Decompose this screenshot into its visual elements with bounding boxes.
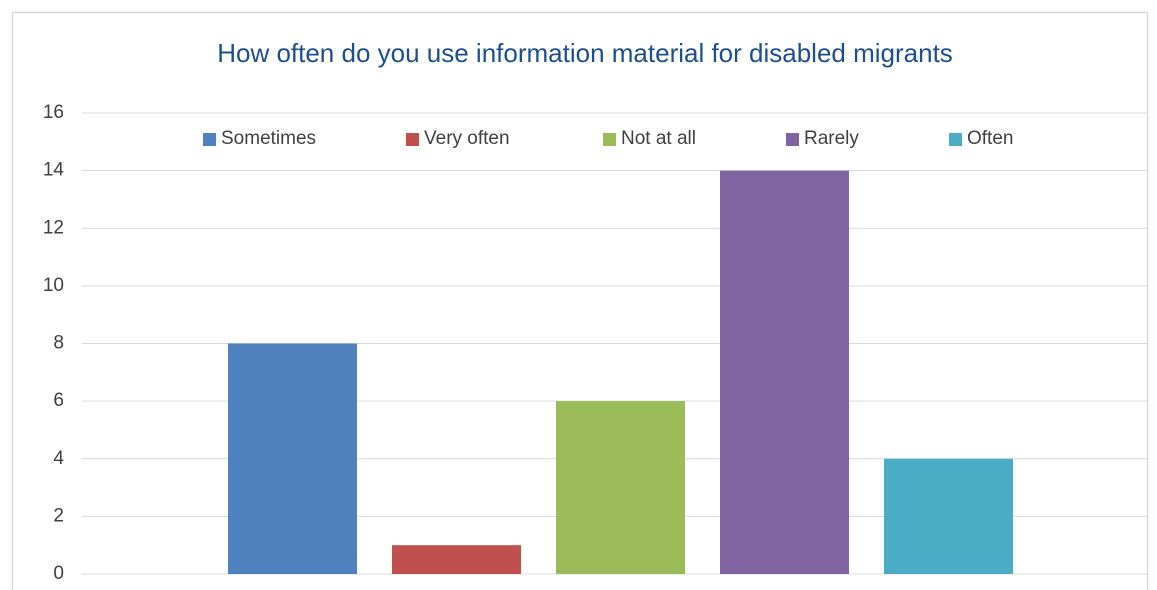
legend-swatch [949, 133, 962, 146]
legend-label: Rarely [804, 128, 859, 149]
legend-swatch [203, 133, 216, 146]
y-tick-label: 12 [43, 217, 64, 238]
y-tick-label: 4 [53, 448, 64, 469]
legend-swatch [406, 133, 419, 146]
bar [392, 545, 521, 574]
y-tick-label: 10 [43, 275, 64, 296]
legend-label: Often [967, 128, 1013, 149]
chart-border [11, 11, 1149, 590]
y-tick-label: 16 [43, 102, 64, 123]
chart-title: How often do you use information materia… [217, 38, 953, 68]
legend-swatch [786, 133, 799, 146]
y-tick-label: 6 [53, 390, 64, 411]
bar [720, 170, 849, 574]
legend-label: Very often [424, 128, 510, 149]
y-tick-label: 14 [43, 160, 65, 181]
y-tick-label: 0 [53, 563, 64, 584]
bar [228, 343, 357, 574]
y-tick-label: 2 [53, 505, 64, 526]
bar [884, 458, 1013, 574]
legend-label: Sometimes [221, 128, 316, 149]
legend-swatch [603, 133, 616, 146]
bar [556, 401, 685, 574]
y-tick-label: 8 [53, 333, 64, 354]
legend-label: Not at all [621, 128, 696, 149]
